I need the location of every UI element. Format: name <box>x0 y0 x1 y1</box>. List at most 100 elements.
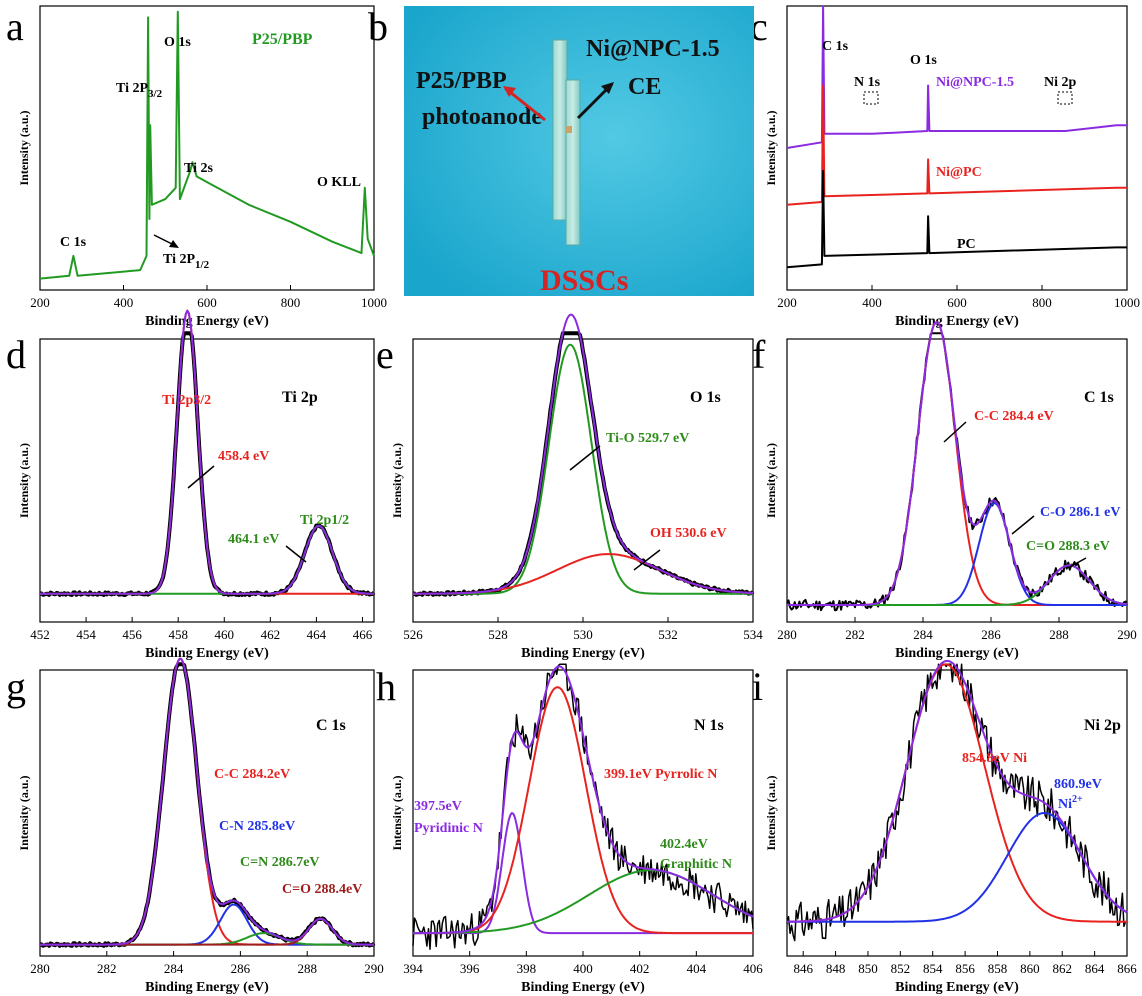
x-tick-label: 400 <box>862 295 882 310</box>
x-tick-label: 526 <box>403 627 423 642</box>
chart-g: 280 282 284 286 288 290 Binding Energy (eV) Int… <box>17 657 384 995</box>
x-tick-label: 406 <box>743 961 763 976</box>
panel-e-annotations: O 1s Ti-O 529.7 eV OH 530.6 eV <box>569 389 727 571</box>
panel-i-title: Ni 2p <box>1084 717 1121 734</box>
y-axis-label: Intensity (a.u.) <box>764 443 778 518</box>
x-tick-label: 284 <box>913 627 933 642</box>
panel-d-annotations: Ti 2p Ti 2p3/2 458.4 eV 464.1 eV Ti 2p1/… <box>162 389 349 563</box>
x-tick-label: 1000 <box>361 295 387 310</box>
x-tick-label: 848 <box>826 961 846 976</box>
x-axis-label: Binding Energy (eV) <box>145 314 269 329</box>
a-c1s: C 1s <box>60 235 87 250</box>
x-tick-label: 458 <box>168 627 188 642</box>
chart-c: 200 400 600 800 1000 Binding Energy (eV) Inten… <box>764 5 1140 329</box>
x-tick-label: 402 <box>630 961 650 976</box>
panel-label-b: b <box>368 4 388 49</box>
g-cc: C-C 284.2eV <box>214 767 290 782</box>
i-ni2a: 860.9eV <box>1054 777 1102 792</box>
panel-g-annotations: C 1s C-C 284.2eV C-N 285.8eV C=N 286.7eV… <box>214 717 362 897</box>
y-axis-label: Intensity (a.u.) <box>764 775 778 850</box>
e-oh: OH 530.6 eV <box>650 526 727 541</box>
panel-i-annotations: Ni 2p 854.8eV Ni 860.9eV Ni2+ <box>962 717 1121 812</box>
fit-component-g-3 <box>40 917 374 946</box>
panel-label-d: d <box>6 332 26 377</box>
x-tick-label: 454 <box>76 627 96 642</box>
x-tick-label: 286 <box>231 961 251 976</box>
x-axis-label: Binding Energy (eV) <box>895 980 1019 995</box>
chart-d: 452 454 456 458 460 462 464 466 Binding Energy (… <box>17 309 376 661</box>
panel-label-e: e <box>376 332 394 377</box>
f-cc: C-C 284.4 eV <box>974 409 1054 424</box>
c-o1s: O 1s <box>910 53 937 68</box>
fit-component-g-0 <box>40 657 374 946</box>
panel-label-g: g <box>6 664 26 709</box>
i-ni2b: Ni2+ <box>1058 794 1083 812</box>
fit-envelope-i <box>787 659 1128 923</box>
g-cen: C=N 286.7eV <box>240 855 320 870</box>
x-tick-label: 396 <box>460 961 480 976</box>
x-tick-label: 866 <box>1117 961 1137 976</box>
x-tick-label: 856 <box>955 961 975 976</box>
x-tick-label: 452 <box>30 627 50 642</box>
a-ti2s: Ti 2s <box>184 161 213 176</box>
x-tick-label: 600 <box>197 295 217 310</box>
x-tick-label: 400 <box>114 295 134 310</box>
ce-label-1: Ni@NPC-1.5 <box>586 36 720 62</box>
a-okll: O KLL <box>317 175 361 190</box>
panel-d-title: Ti 2p <box>282 389 318 406</box>
x-axis-label: Binding Energy (eV) <box>521 646 645 661</box>
f-co: C-O 286.1 eV <box>1040 505 1121 520</box>
fit-component-h-2 <box>413 869 754 935</box>
y-axis-label: Intensity (a.u.) <box>17 110 31 185</box>
c-series2: Ni@PC <box>936 165 982 180</box>
x-tick-label: 200 <box>777 295 797 310</box>
h-gr1: 402.4eV <box>660 837 708 852</box>
e-tio: Ti-O 529.7 eV <box>606 431 689 446</box>
x-tick-label: 466 <box>353 627 373 642</box>
panel-f-annotations: C 1s C-C 284.4 eV C-O 286.1 eV C=O 288.3… <box>943 389 1121 569</box>
panel-label-a: a <box>6 4 24 49</box>
survey-line-1 <box>786 84 1127 206</box>
x-tick-label: 858 <box>988 961 1008 976</box>
x-tick-label: 460 <box>215 627 235 642</box>
x-tick-label: 288 <box>297 961 317 976</box>
x-axis-label: Binding Energy (eV) <box>521 980 645 995</box>
c-ni2p: Ni 2p <box>1044 75 1077 90</box>
x-tick-label: 280 <box>30 961 50 976</box>
x-tick-label: 532 <box>658 627 678 642</box>
x-tick-label: 528 <box>488 627 508 642</box>
y-axis-label: Intensity (a.u.) <box>390 443 404 518</box>
x-axis-label: Binding Energy (eV) <box>895 314 1019 329</box>
i-ni: 854.8eV Ni <box>962 751 1027 766</box>
c-series3: PC <box>957 237 976 252</box>
x-tick-label: 862 <box>1052 961 1072 976</box>
y-axis-label: Intensity (a.u.) <box>390 775 404 850</box>
x-axis-label: Binding Energy (eV) <box>145 980 269 995</box>
f-arrow1 <box>943 421 967 443</box>
panel-label-i: i <box>752 664 763 709</box>
photoanode-label-2: photoanode <box>422 104 542 130</box>
x-tick-label: 394 <box>403 961 423 976</box>
a-ti2p32: Ti 2P3/2 <box>116 81 163 100</box>
plot-frame-d <box>39 338 375 623</box>
x-tick-label: 854 <box>923 961 943 976</box>
f-arrow3 <box>1067 557 1087 569</box>
plot-frame-h <box>412 669 754 957</box>
g-cn: C-N 285.8eV <box>219 819 295 834</box>
fit-envelope-d <box>40 309 374 595</box>
x-tick-label: 846 <box>793 961 813 976</box>
plot-frame-g <box>39 669 375 957</box>
plot-frame-a <box>39 5 375 291</box>
x-tick-label: 850 <box>858 961 878 976</box>
c-c1s: C 1s <box>822 39 849 54</box>
panel-c-annotations: C 1s O 1s N 1s Ni 2p Ni@NPC-1.5 Ni@PC PC <box>822 39 1077 252</box>
h-gr2: Graphitic N <box>660 857 732 872</box>
h-pyrr: 399.1eV Pyrrolic N <box>604 767 717 782</box>
panel-f-title: C 1s <box>1084 389 1114 406</box>
x-tick-label: 290 <box>1117 627 1137 642</box>
x-tick-label: 404 <box>687 961 707 976</box>
x-tick-label: 400 <box>573 961 593 976</box>
ce-label-2: CE <box>628 74 661 100</box>
counter-electrode-glass <box>565 79 581 246</box>
